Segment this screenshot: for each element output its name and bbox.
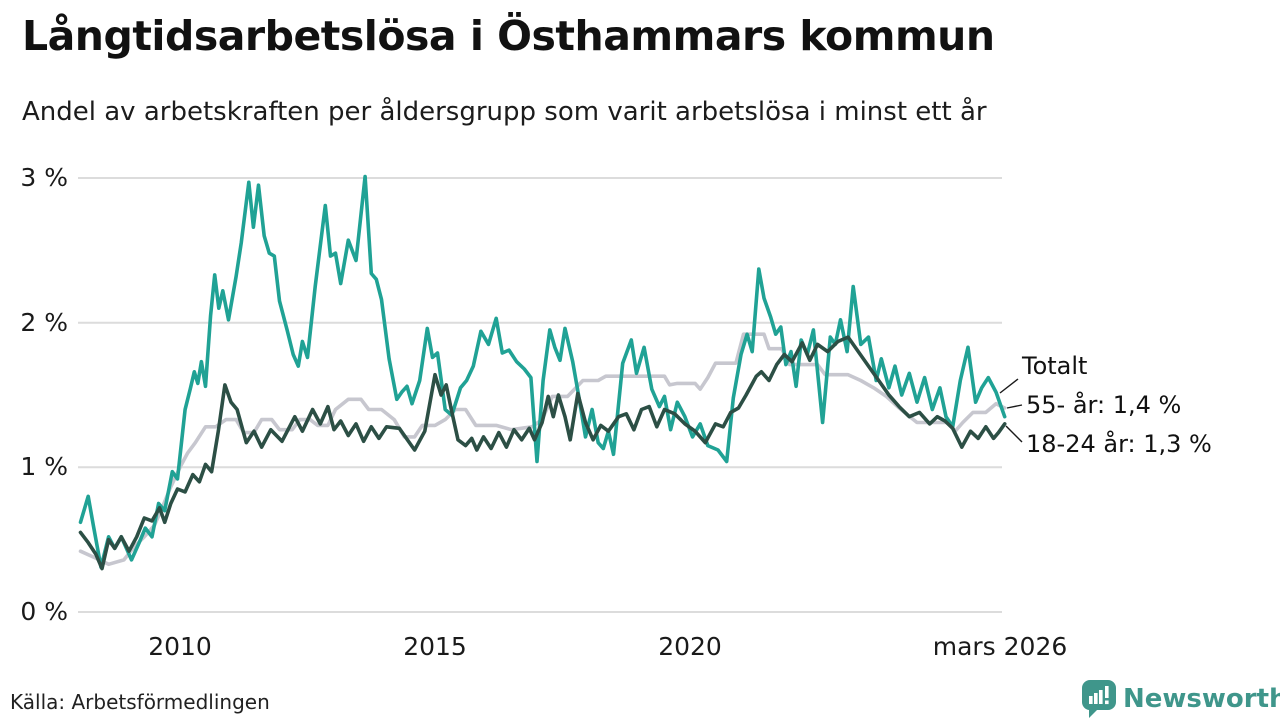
series-end-label-2: 18-24 år: 1,3 % [1026,430,1212,458]
series-end-label-1: 55- år: 1,4 % [1026,391,1182,419]
series-line-55-r [78,332,1007,567]
leader-line-0 [999,378,1019,394]
y-tick-2: 2 % [20,308,68,337]
y-tick-1: 1 % [20,452,68,481]
leader-line-2 [1005,425,1023,443]
page-title: Långtidsarbetslösa i Östhammars kommun [22,12,995,60]
x-tick-2015: 2015 [403,632,467,661]
x-tick-mars-2026: mars 2026 [932,632,1068,661]
leader-line-1 [1006,404,1023,409]
y-tick-3: 3 % [20,163,68,192]
x-tick-2020: 2020 [658,632,722,661]
y-tick-0: 0 % [20,597,68,626]
newsworthy-logo-text: Newsworthy [1123,684,1280,714]
series-line-totalt [78,174,1007,569]
newsworthy-logo: Newsworthy [1082,680,1280,718]
series-end-label-0: Totalt [1022,352,1088,380]
newsworthy-logo-icon [1082,680,1116,718]
source-note: Källa: Arbetsförmedlingen [10,690,270,714]
page-subtitle: Andel av arbetskraften per åldersgrupp s… [22,97,987,127]
x-tick-2010: 2010 [148,632,212,661]
series-line-18-24-r [78,335,1007,571]
